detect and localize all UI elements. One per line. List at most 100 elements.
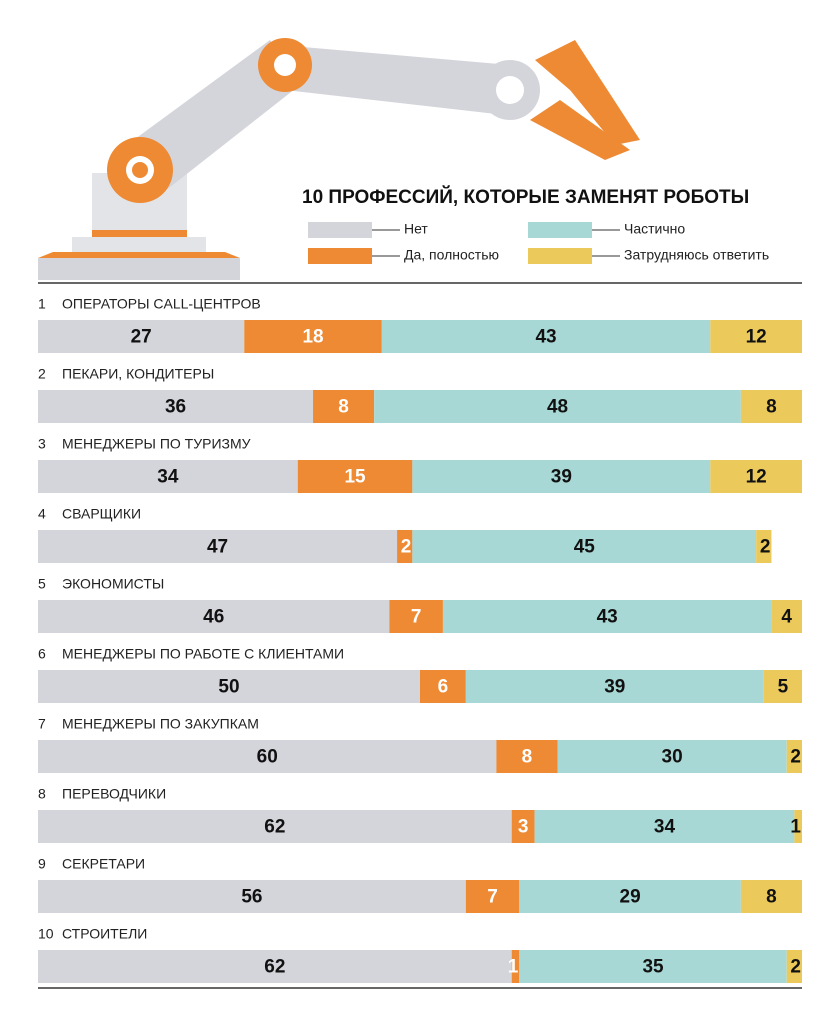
bar-value: 39 <box>604 677 625 698</box>
bar-value: 8 <box>522 747 533 768</box>
bar-value: 18 <box>302 327 323 348</box>
row-label: МЕНЕДЖЕРЫ ПО ТУРИЗМУ <box>62 436 251 452</box>
bar-value: 4 <box>781 607 792 628</box>
bar-value: 35 <box>642 957 664 978</box>
bar-segment <box>389 600 443 633</box>
bar-value: 3 <box>518 817 529 838</box>
bar-value: 5 <box>778 677 789 698</box>
row-rank: 7 <box>38 716 46 732</box>
legend-swatch <box>308 248 372 264</box>
bar-segment <box>297 460 413 493</box>
bar-value: 50 <box>218 677 239 698</box>
bar-segment <box>710 320 802 353</box>
bar-segment <box>397 530 413 563</box>
bar-segment <box>771 600 802 633</box>
row-rank: 1 <box>38 296 46 312</box>
bar-value: 36 <box>165 397 186 418</box>
bar-segment <box>794 810 802 843</box>
row-label: СТРОИТЕЛИ <box>62 926 147 942</box>
chart-title: 10 ПРОФЕССИЙ, КОТОРЫЕ ЗАМЕНЯТ РОБОТЫ <box>302 186 749 208</box>
bar-segment <box>465 670 764 703</box>
bar-value: 12 <box>746 327 767 348</box>
bar-value: 12 <box>746 467 767 488</box>
bar-segment <box>38 740 497 773</box>
bar-segment <box>38 880 466 913</box>
legend-swatch <box>528 222 592 238</box>
bar-value: 15 <box>344 467 366 488</box>
bar-value: 8 <box>338 397 349 418</box>
bar-value: 62 <box>264 817 285 838</box>
bar-segment <box>763 670 802 703</box>
bar-segment <box>244 320 382 353</box>
legend-swatch <box>308 222 372 238</box>
row-rank: 8 <box>38 786 46 802</box>
row-rank: 5 <box>38 576 46 592</box>
bar-value: 1 <box>790 817 801 838</box>
bar-value: 7 <box>411 607 422 628</box>
bar-value: 47 <box>207 537 228 558</box>
bar-segment <box>534 810 795 843</box>
legend-swatch <box>528 248 592 264</box>
legend-label: Нет <box>404 221 428 237</box>
bar-value: 29 <box>620 887 641 908</box>
bar-segment <box>38 320 245 353</box>
row-label: СВАРЩИКИ <box>62 506 141 522</box>
bar-segment <box>38 530 398 563</box>
bar-segment <box>519 880 741 913</box>
bar-value: 48 <box>547 397 568 418</box>
row-rank: 3 <box>38 436 46 452</box>
bar-value: 2 <box>790 747 801 768</box>
bar-value: 2 <box>790 957 801 978</box>
bar-value: 2 <box>401 537 412 558</box>
bar-segment <box>786 950 802 983</box>
row-rank: 2 <box>38 366 46 382</box>
row-rank: 4 <box>38 506 46 522</box>
bar-value: 30 <box>662 747 683 768</box>
bar-segment <box>374 390 741 423</box>
bar-value: 34 <box>157 467 179 488</box>
bar-value: 1 <box>508 957 519 978</box>
bar-segment <box>38 390 314 423</box>
bar-segment <box>740 390 802 423</box>
row-label: ПЕРЕВОДЧИКИ <box>62 786 166 802</box>
bar-value: 43 <box>597 607 618 628</box>
bar-segment <box>381 320 711 353</box>
bar-value: 45 <box>574 537 596 558</box>
bar-segment <box>38 460 298 493</box>
row-rank: 9 <box>38 856 46 872</box>
bar-value: 43 <box>535 327 556 348</box>
row-label: СЕКРЕТАРИ <box>62 856 145 872</box>
bar-value: 27 <box>131 327 152 348</box>
bar-segment <box>496 740 558 773</box>
row-label: МЕНЕДЖЕРЫ ПО РАБОТЕ С КЛИЕНТАМИ <box>62 646 344 662</box>
bar-value: 34 <box>654 817 676 838</box>
bar-segment <box>442 600 772 633</box>
bar-segment <box>38 950 512 983</box>
bar-value: 8 <box>766 397 777 418</box>
bar-value: 60 <box>257 747 278 768</box>
bar-value: 2 <box>760 537 771 558</box>
row-label: ПЕКАРИ, КОНДИТЕРЫ <box>62 366 214 382</box>
bar-segment <box>710 460 802 493</box>
legend-label: Частично <box>624 221 685 237</box>
bar-segment <box>412 460 711 493</box>
row-rank: 6 <box>38 646 46 662</box>
bar-segment <box>756 530 772 563</box>
bar-value: 62 <box>264 957 285 978</box>
bar-value: 7 <box>487 887 498 908</box>
bar-segment <box>786 740 802 773</box>
bar-segment <box>313 390 375 423</box>
bar-segment <box>420 670 466 703</box>
bar-segment <box>38 810 512 843</box>
robot-illustration <box>38 38 802 989</box>
row-label: МЕНЕДЖЕРЫ ПО ЗАКУПКАМ <box>62 716 259 732</box>
bar-value: 39 <box>551 467 572 488</box>
bar-value: 56 <box>241 887 262 908</box>
bar-value: 46 <box>203 607 224 628</box>
bar-value: 6 <box>438 677 449 698</box>
bar-segment <box>465 880 520 913</box>
bar-segment <box>519 950 787 983</box>
row-label: ЭКОНОМИСТЫ <box>62 576 164 592</box>
bar-segment <box>38 670 420 703</box>
